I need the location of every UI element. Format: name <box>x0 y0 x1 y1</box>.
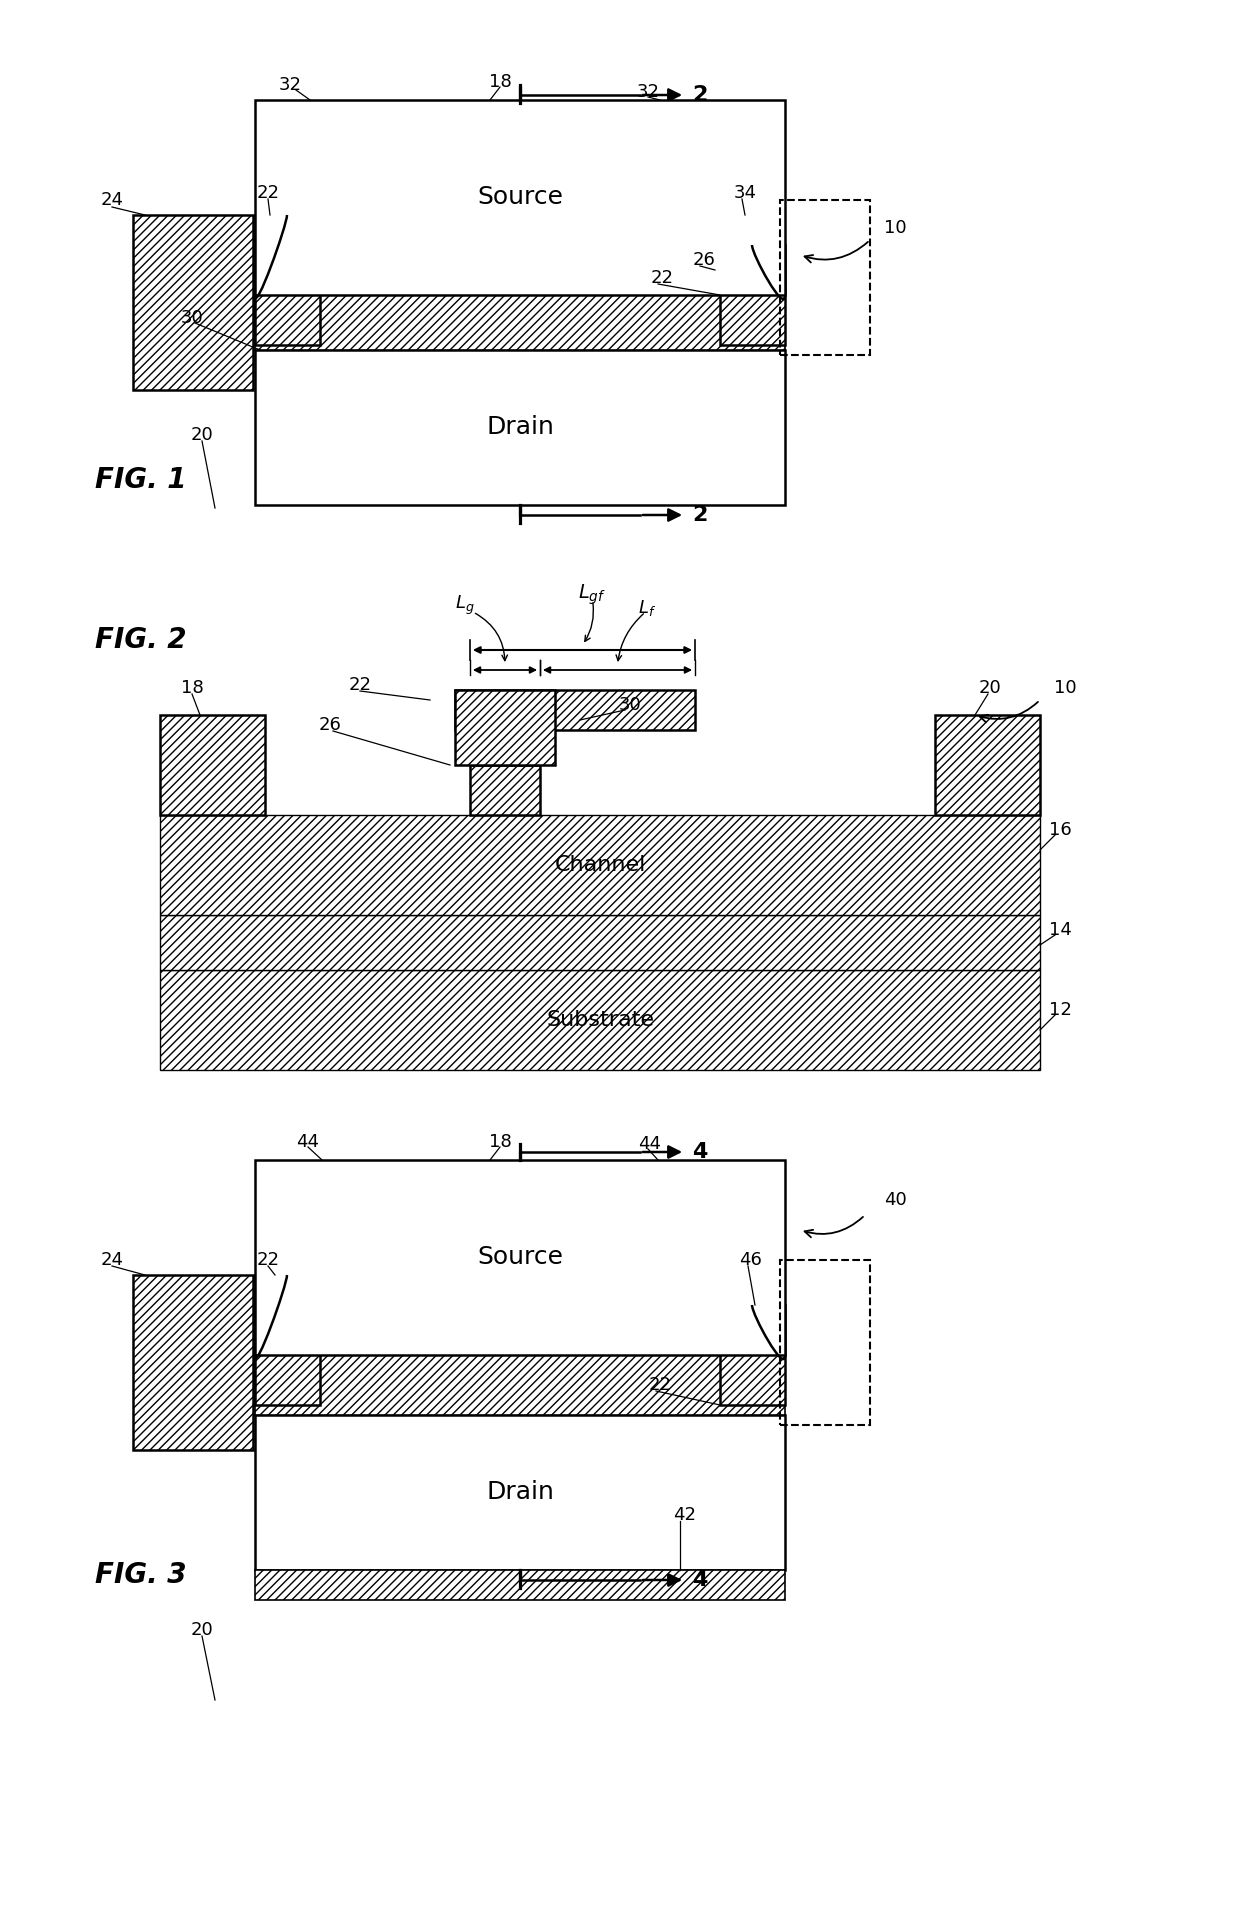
Text: 16: 16 <box>1049 821 1071 838</box>
Text: 4: 4 <box>692 1141 707 1162</box>
Text: Drain: Drain <box>486 1481 554 1504</box>
Bar <box>935 715 1040 815</box>
Text: 4: 4 <box>692 1571 707 1590</box>
Text: 20: 20 <box>978 679 1002 696</box>
Bar <box>160 815 1040 915</box>
Text: Source: Source <box>477 184 563 209</box>
Bar <box>255 349 785 504</box>
Bar <box>255 100 785 295</box>
Text: 22: 22 <box>649 1375 672 1394</box>
Text: FIG. 3: FIG. 3 <box>95 1561 186 1588</box>
Text: 24: 24 <box>100 192 124 209</box>
Text: 26: 26 <box>693 251 715 269</box>
Text: FIG. 2: FIG. 2 <box>95 625 186 654</box>
Text: 34: 34 <box>734 184 756 201</box>
Text: 24: 24 <box>100 1251 124 1270</box>
Bar <box>720 1304 785 1406</box>
Text: $L_f$: $L_f$ <box>639 598 656 618</box>
Text: 22: 22 <box>348 675 372 694</box>
Bar <box>160 715 265 815</box>
Text: 26: 26 <box>319 715 341 735</box>
Text: 22: 22 <box>257 184 279 201</box>
Text: 44: 44 <box>639 1135 661 1153</box>
Text: 40: 40 <box>884 1191 906 1208</box>
Bar <box>255 215 320 345</box>
Text: 42: 42 <box>673 1506 697 1525</box>
Text: 20: 20 <box>191 1621 213 1640</box>
Bar <box>160 915 1040 971</box>
Bar <box>255 1415 785 1571</box>
Text: Drain: Drain <box>486 414 554 439</box>
Bar <box>720 246 785 345</box>
Text: 12: 12 <box>1049 1001 1071 1018</box>
Bar <box>455 690 556 765</box>
Text: FIG. 1: FIG. 1 <box>95 466 186 495</box>
Text: 46: 46 <box>739 1251 761 1270</box>
Bar <box>255 1160 785 1354</box>
Text: 10: 10 <box>1054 679 1076 696</box>
Text: 14: 14 <box>1049 921 1071 940</box>
Text: 18: 18 <box>489 73 511 90</box>
Text: 32: 32 <box>636 82 660 102</box>
Bar <box>133 215 253 389</box>
Text: Substrate: Substrate <box>546 1011 653 1030</box>
Bar <box>455 690 694 731</box>
Text: 10: 10 <box>884 219 906 238</box>
Text: 2: 2 <box>692 84 707 105</box>
Bar <box>470 765 539 815</box>
Text: 22: 22 <box>651 269 673 288</box>
Bar <box>255 1275 320 1406</box>
Text: 44: 44 <box>296 1134 320 1151</box>
Text: Source: Source <box>477 1245 563 1270</box>
Bar <box>780 1260 870 1425</box>
Text: 18: 18 <box>181 679 203 696</box>
Bar <box>255 1354 785 1415</box>
Text: 30: 30 <box>619 696 641 713</box>
Text: 2: 2 <box>692 504 707 526</box>
Bar <box>160 971 1040 1070</box>
Text: $L_g$: $L_g$ <box>455 593 475 616</box>
Bar <box>255 1571 785 1600</box>
Bar <box>133 1275 253 1450</box>
Bar <box>780 199 870 355</box>
Text: $L_{gf}$: $L_{gf}$ <box>579 583 606 608</box>
Text: Channel: Channel <box>554 855 646 875</box>
Text: 22: 22 <box>257 1251 279 1270</box>
Text: 30: 30 <box>181 309 203 326</box>
Bar <box>255 295 785 349</box>
Text: 18: 18 <box>489 1134 511 1151</box>
Text: 20: 20 <box>191 426 213 443</box>
Text: 32: 32 <box>279 77 301 94</box>
